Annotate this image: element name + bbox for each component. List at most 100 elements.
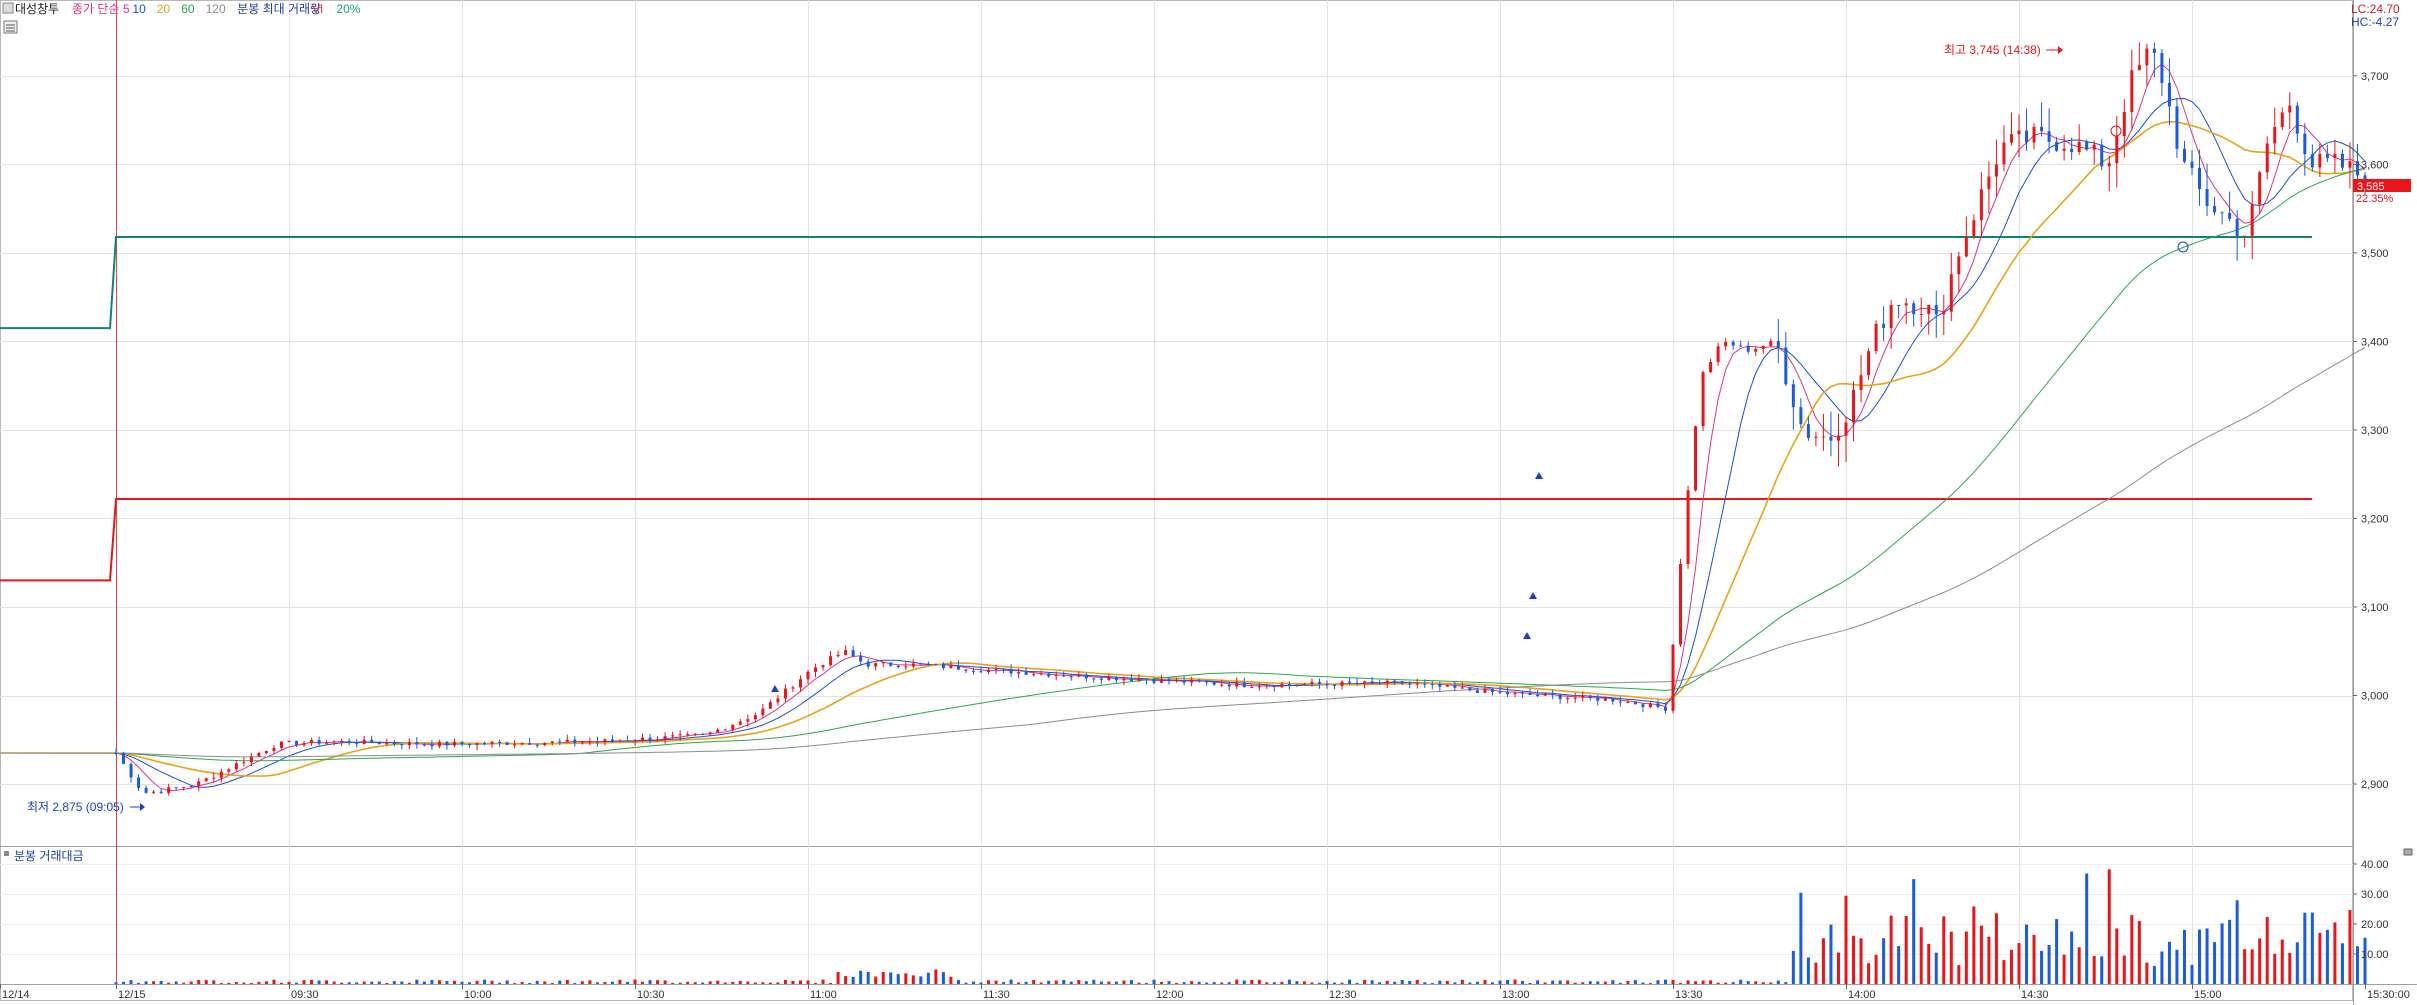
volume-bar <box>2085 873 2089 984</box>
candle-body <box>204 778 208 782</box>
candle-body <box>1551 693 1555 696</box>
volume-bar <box>1716 982 1720 984</box>
price-tick-6: 3,100 <box>2361 602 2389 614</box>
panel-toggle-icon[interactable] <box>2 2 14 14</box>
volume-bar <box>1099 981 1103 984</box>
candle-body <box>355 743 359 745</box>
candle-body <box>1776 341 1780 348</box>
time-tick-5: 11:00 <box>810 989 837 1001</box>
candle-body <box>520 743 524 745</box>
candle-body <box>1490 688 1494 692</box>
price-tick-1: 3,600 <box>2361 159 2389 171</box>
legend-item-7: 20% <box>336 2 360 16</box>
candle-body <box>731 724 735 730</box>
volume-bar <box>1310 982 1314 984</box>
volume-bar <box>377 981 381 984</box>
volume-bar <box>257 981 261 984</box>
volume-bar <box>302 980 306 984</box>
volume-bar <box>1257 979 1261 984</box>
volume-bar <box>595 982 599 984</box>
volume-bar <box>1566 980 1570 984</box>
volume-bar <box>430 979 434 984</box>
volume-bar <box>2303 912 2307 984</box>
volume-bar <box>776 982 780 984</box>
time-tick-1: 12/15 <box>118 989 146 1001</box>
candle-body <box>1799 407 1803 425</box>
volume-bar <box>618 979 622 984</box>
volume-bar <box>588 980 592 984</box>
candle-body <box>295 741 299 746</box>
volume-panel-toggle[interactable] <box>2403 848 2413 856</box>
volume-bar <box>1400 979 1404 984</box>
candle-body <box>693 733 697 735</box>
volume-bar <box>1242 980 1246 984</box>
volume-bar <box>1340 982 1344 984</box>
volume-bar <box>1039 982 1043 984</box>
volume-bar <box>1280 981 1284 984</box>
candle-body <box>934 663 938 665</box>
candle-body <box>1122 678 1126 681</box>
volume-bar <box>1979 925 1983 984</box>
candle-body <box>641 737 645 741</box>
volume-bar <box>753 982 757 984</box>
volume-bar <box>625 981 629 984</box>
price-tick-0: 3,700 <box>2361 71 2389 83</box>
candle-body <box>1927 305 1931 314</box>
candle-body <box>302 743 306 746</box>
candle-body <box>415 742 419 745</box>
candle-body <box>1897 304 1901 306</box>
legend-item-4: 120 <box>206 2 226 16</box>
volume-bar <box>851 976 855 984</box>
volume-bar <box>543 981 547 984</box>
candle-body <box>189 786 193 788</box>
markers <box>130 46 2189 811</box>
volume-bar <box>1874 954 1878 984</box>
candle-body <box>219 771 223 778</box>
moving-average-60 <box>0 167 2366 762</box>
volume-bar <box>1302 981 1306 984</box>
volume-bar <box>1927 943 1931 984</box>
volume-panel-icon[interactable] <box>4 851 9 856</box>
candle-body <box>1581 695 1585 698</box>
volume-bar <box>2280 939 2284 984</box>
candle-body <box>2258 172 2262 205</box>
candle-body <box>1430 683 1434 685</box>
volume-bar <box>1265 982 1269 984</box>
candle-body <box>1302 683 1306 685</box>
volume-bar <box>1363 979 1367 984</box>
candle-body <box>1408 683 1412 685</box>
candle-body <box>2145 48 2149 66</box>
volume-bar <box>1919 927 1923 984</box>
candle-body <box>1137 679 1141 681</box>
volume-bar <box>565 979 569 984</box>
volume-bar <box>114 982 118 984</box>
candle-body <box>1062 675 1066 677</box>
signal-circle-s <box>2177 241 2189 253</box>
volume-bar <box>1641 982 1645 984</box>
candle-body <box>1363 681 1367 684</box>
volume-bar <box>783 979 787 984</box>
candle-body <box>558 741 562 743</box>
volume-bar <box>159 980 163 984</box>
candle-body <box>505 742 509 745</box>
candle-body <box>498 741 502 743</box>
volume-bar <box>1205 982 1209 984</box>
volume-bar <box>1475 981 1479 984</box>
candle-body <box>1731 341 1735 346</box>
volume-bar <box>956 980 960 984</box>
volume-bar <box>407 982 411 984</box>
candle-body <box>1054 675 1058 677</box>
volume-bar <box>791 981 795 984</box>
time-tick-3: 10:00 <box>464 989 492 1001</box>
volume-bar <box>1047 980 1051 984</box>
candle-body <box>2288 105 2292 113</box>
candle-body <box>1558 695 1562 700</box>
axes: 3,700 3,600 3,500 3,400 3,300 3,200 3,100 3,000… <box>0 71 2410 1001</box>
candle-body <box>2077 141 2081 152</box>
candle-body <box>701 733 705 735</box>
volume-bar <box>904 973 908 984</box>
candle-body <box>686 734 690 736</box>
menu-icon[interactable] <box>3 20 18 34</box>
